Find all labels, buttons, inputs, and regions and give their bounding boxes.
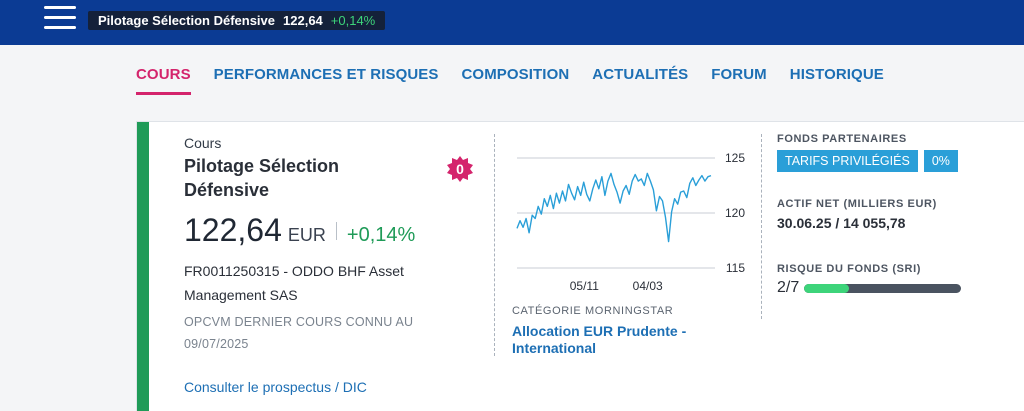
- y-tick-label: 120: [725, 206, 745, 220]
- tarifs-privilegies-button[interactable]: TARIFS PRIVILÉGIÉS: [777, 150, 918, 172]
- last-price-label: OPCVM DERNIER COURS CONNU AU: [184, 315, 414, 329]
- fund-summary-card: Cours Pilotage Sélection Défensive 122,6…: [136, 121, 1024, 411]
- actif-net-value: 30.06.25 / 14 055,78: [777, 215, 906, 231]
- risk-gauge-fill: [804, 283, 850, 293]
- price-line: [516, 172, 712, 243]
- isin-manager: FR0011250315 - ODDO BHF Asset Management…: [184, 263, 404, 303]
- morningstar-label: CATÉGORIE MORNINGSTAR: [512, 305, 674, 317]
- tab-forum[interactable]: FORUM: [711, 66, 767, 83]
- last-price-info: OPCVM DERNIER COURS CONNU AU 09/07/2025: [184, 311, 414, 355]
- fund-info: Cours Pilotage Sélection Défensive 122,6…: [184, 135, 454, 355]
- fund-side-info: FONDS PARTENAIRES TARIFS PRIVILÉGIÉS 0% …: [777, 133, 1007, 297]
- prospectus-link[interactable]: Consulter le prospectus / DIC: [184, 379, 367, 395]
- tab-historique[interactable]: HISTORIQUE: [789, 66, 884, 83]
- fund-price: 122,64: [184, 212, 282, 248]
- price-separator: [335, 221, 337, 240]
- card-accent-bar: [137, 122, 149, 411]
- fund-tabs: COURS PERFORMANCES ET RISQUES COMPOSITIO…: [136, 66, 884, 95]
- column-divider-1: [494, 134, 495, 356]
- risk-gauge: [804, 283, 962, 293]
- hamburger-menu-icon[interactable]: [44, 4, 76, 32]
- ticker-change: +0,14%: [330, 13, 376, 28]
- fund-currency: EUR: [287, 225, 326, 245]
- column-divider-2: [761, 134, 762, 319]
- y-tick-label: 115: [726, 261, 745, 275]
- fund-change: +0,14%: [346, 224, 416, 246]
- risk-row: 2/7: [777, 279, 1007, 297]
- fees-percent-badge[interactable]: 0%: [923, 150, 958, 172]
- tab-cours[interactable]: COURS: [136, 66, 191, 95]
- ticker-price: 122,64: [283, 13, 323, 28]
- partners-label: FONDS PARTENAIRES: [777, 133, 907, 145]
- badge-star-icon: 0: [447, 156, 473, 182]
- price-chart[interactable]: 115 120 125 05/11 04/03: [515, 142, 745, 302]
- top-header-bar: Pilotage Sélection Défensive 122,64 +0,1…: [0, 0, 1024, 45]
- risk-value: 2/7: [777, 279, 800, 296]
- risk-label: RISQUE DU FONDS (SRI): [777, 263, 921, 275]
- fund-name: Pilotage Sélection Défensive: [184, 156, 340, 200]
- ticker-name: Pilotage Sélection Défensive: [98, 13, 276, 28]
- section-label: Cours: [184, 135, 222, 151]
- x-tick-label: 05/11: [570, 279, 599, 293]
- actif-net-label: ACTIF NET (MILLIERS EUR): [777, 198, 937, 210]
- morningstar-category-link[interactable]: Allocation EUR Prudente - International: [512, 323, 687, 356]
- partners-pills: TARIFS PRIVILÉGIÉS 0%: [777, 150, 1007, 172]
- tab-actualites[interactable]: ACTUALITÉS: [592, 66, 689, 83]
- price-row: 122,64 EUR +0,14%: [184, 212, 454, 249]
- ticker-summary: Pilotage Sélection Défensive 122,64 +0,1…: [88, 11, 386, 30]
- tab-composition[interactable]: COMPOSITION: [461, 66, 570, 83]
- tab-performances-et-risques[interactable]: PERFORMANCES ET RISQUES: [213, 66, 439, 83]
- badge-value: 0: [456, 161, 464, 177]
- x-tick-label: 04/03: [633, 279, 663, 293]
- y-tick-label: 125: [725, 151, 745, 165]
- last-price-date: 09/07/2025: [184, 337, 249, 351]
